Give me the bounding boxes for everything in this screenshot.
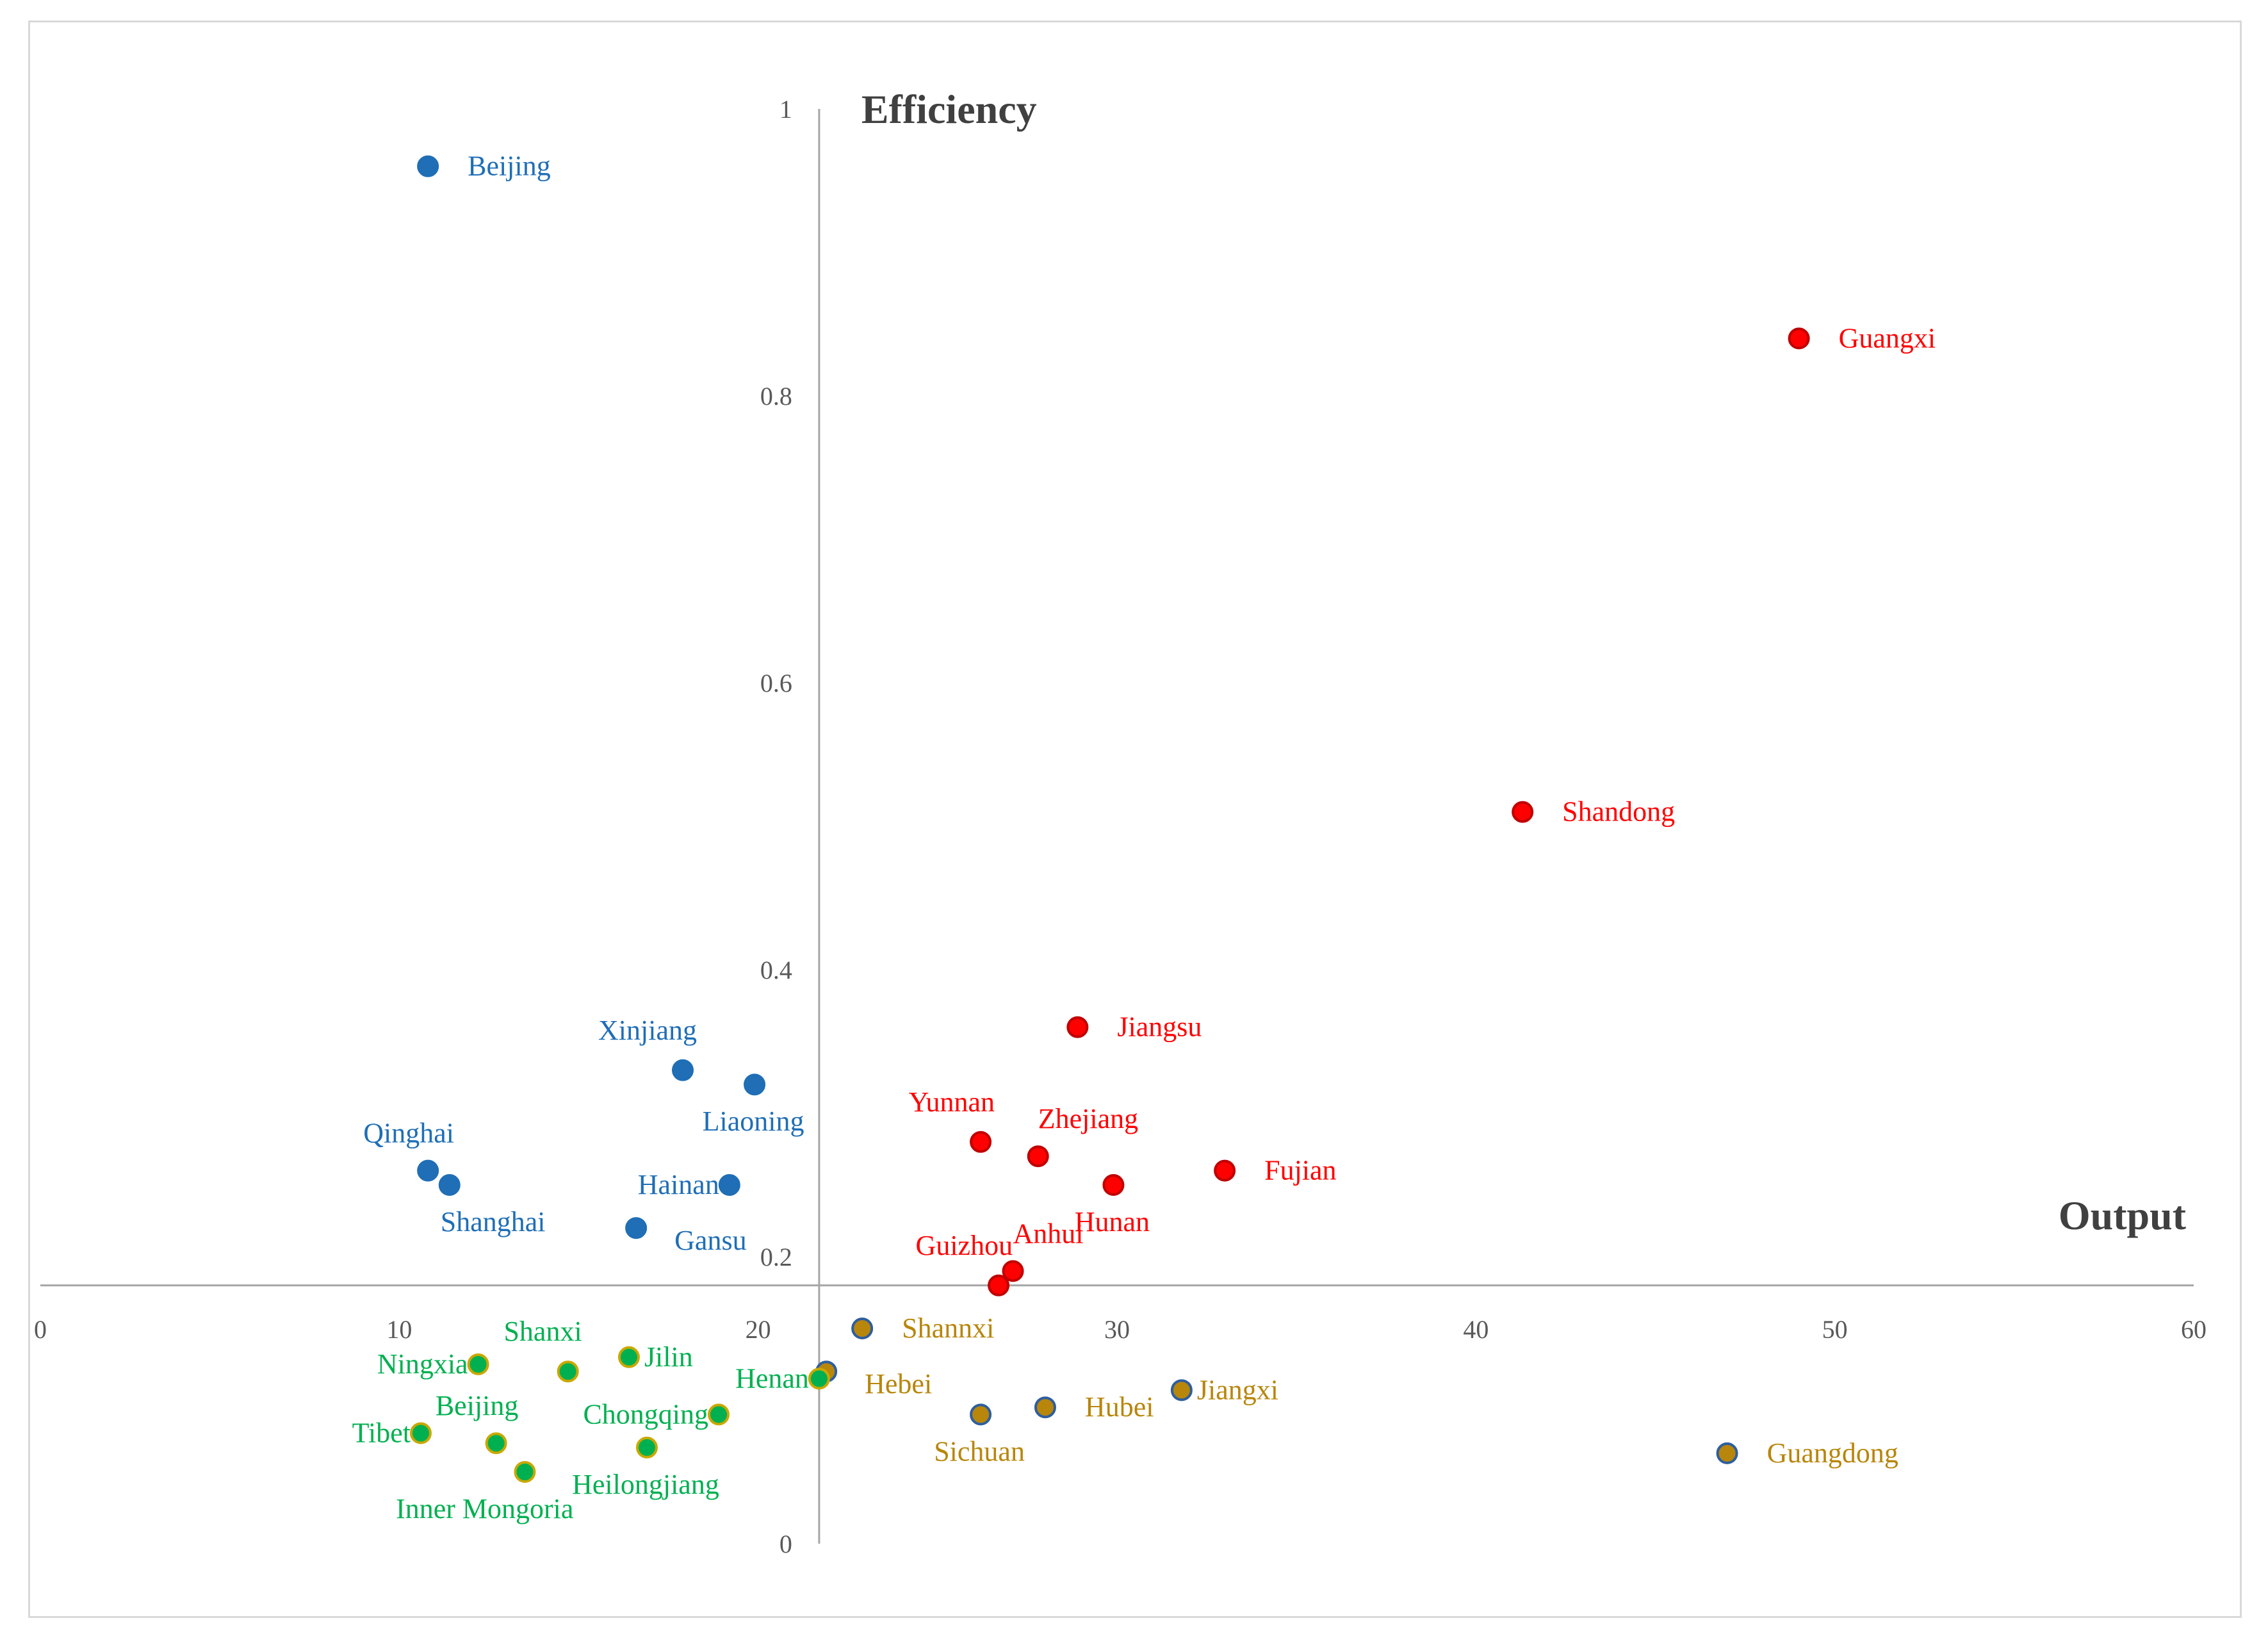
y-tick-label: 0.8 bbox=[760, 382, 792, 411]
data-label: Fujian bbox=[1264, 1155, 1336, 1186]
y-tick-label: 0.2 bbox=[760, 1243, 792, 1271]
data-point-group-blue bbox=[718, 1174, 740, 1196]
data-label: Gansu bbox=[674, 1225, 746, 1256]
data-label: Henan bbox=[735, 1362, 809, 1394]
data-label: Guizhou bbox=[916, 1230, 1013, 1261]
x-tick-label: 50 bbox=[1822, 1315, 1848, 1344]
x-axis-title: Output bbox=[2059, 1193, 2187, 1238]
x-tick-label: 30 bbox=[1104, 1315, 1130, 1344]
y-tick-label: 0.6 bbox=[760, 669, 792, 698]
data-label: Jilin bbox=[644, 1341, 693, 1373]
data-point-group-red bbox=[1002, 1260, 1024, 1282]
y-tick-label: 0.4 bbox=[760, 956, 792, 984]
data-label: Shanxi bbox=[503, 1316, 582, 1347]
y-axis-title: Efficiency bbox=[861, 86, 1037, 132]
data-point-group-blue bbox=[671, 1059, 694, 1081]
data-label: Yunnan bbox=[909, 1086, 995, 1118]
data-point-group-green bbox=[409, 1422, 432, 1444]
data-point-group-red bbox=[988, 1274, 1010, 1296]
data-point-group-red bbox=[1102, 1174, 1125, 1196]
data-label: Anhui bbox=[1013, 1218, 1084, 1249]
data-label: Shandong bbox=[1562, 796, 1675, 828]
x-tick-label: 10 bbox=[386, 1315, 412, 1344]
data-label: Qinghai bbox=[363, 1118, 454, 1149]
data-point-group-green bbox=[708, 1403, 730, 1426]
data-label: Sichuan bbox=[934, 1435, 1025, 1467]
data-point-group-blue bbox=[744, 1074, 766, 1096]
data-label: Guangdong bbox=[1767, 1437, 1898, 1469]
data-label: Inner Mongoria bbox=[396, 1493, 573, 1524]
y-tick-label: 0 bbox=[779, 1530, 792, 1558]
data-label: Tibet bbox=[352, 1417, 411, 1449]
data-label: Liaoning bbox=[703, 1106, 804, 1137]
x-tick-label: 40 bbox=[1463, 1315, 1489, 1344]
data-point-group-gold bbox=[1716, 1442, 1738, 1464]
data-point-group-green bbox=[617, 1346, 640, 1368]
data-label: Beijing bbox=[468, 151, 551, 182]
data-point-group-green bbox=[467, 1353, 489, 1375]
data-point-group-blue bbox=[417, 155, 439, 177]
data-label: Chongqing bbox=[583, 1398, 708, 1430]
data-point-group-blue bbox=[625, 1217, 648, 1239]
data-label: Ningxia bbox=[377, 1348, 468, 1380]
data-label: Guangxi bbox=[1839, 322, 1936, 354]
data-point-group-gold bbox=[1170, 1379, 1193, 1401]
data-point-group-red bbox=[1512, 801, 1534, 823]
data-label: Beijing bbox=[436, 1390, 519, 1421]
data-label: Jiangsu bbox=[1117, 1011, 1202, 1043]
data-point-group-red bbox=[1788, 327, 1810, 350]
data-point-group-gold bbox=[851, 1318, 874, 1339]
data-label: Xinjiang bbox=[598, 1015, 697, 1046]
x-tick-label: 60 bbox=[2181, 1315, 2207, 1344]
data-point-group-red bbox=[1027, 1145, 1049, 1168]
data-point-group-red bbox=[1066, 1016, 1089, 1038]
data-point-group-gold bbox=[1034, 1396, 1056, 1419]
data-point-group-gold bbox=[970, 1403, 992, 1426]
data-point-group-green bbox=[557, 1360, 579, 1383]
data-label: Hubei bbox=[1085, 1391, 1154, 1423]
data-label: Hainan bbox=[638, 1169, 719, 1200]
data-label: Shannxi bbox=[902, 1312, 994, 1344]
data-point-group-blue bbox=[438, 1174, 461, 1196]
data-label: Hunan bbox=[1075, 1206, 1150, 1238]
data-point-group-green bbox=[808, 1368, 830, 1390]
data-point-group-blue bbox=[417, 1159, 439, 1182]
data-label: Shanghai bbox=[441, 1206, 546, 1238]
data-point-group-red bbox=[1214, 1159, 1236, 1182]
data-label: Zhejiang bbox=[1038, 1103, 1138, 1134]
data-label: Heilongjiang bbox=[572, 1469, 719, 1500]
x-tick-label: 20 bbox=[746, 1315, 771, 1344]
data-point-group-green bbox=[514, 1461, 536, 1483]
data-label: Jiangxi bbox=[1197, 1374, 1278, 1405]
y-tick-label: 1 bbox=[779, 95, 792, 124]
x-tick-label: 0 bbox=[34, 1315, 47, 1344]
data-label: Hebei bbox=[865, 1368, 932, 1400]
data-point-group-green bbox=[485, 1432, 507, 1455]
chart-frame bbox=[28, 20, 2242, 1618]
data-point-group-red bbox=[970, 1131, 992, 1153]
data-point-group-green bbox=[635, 1436, 658, 1458]
